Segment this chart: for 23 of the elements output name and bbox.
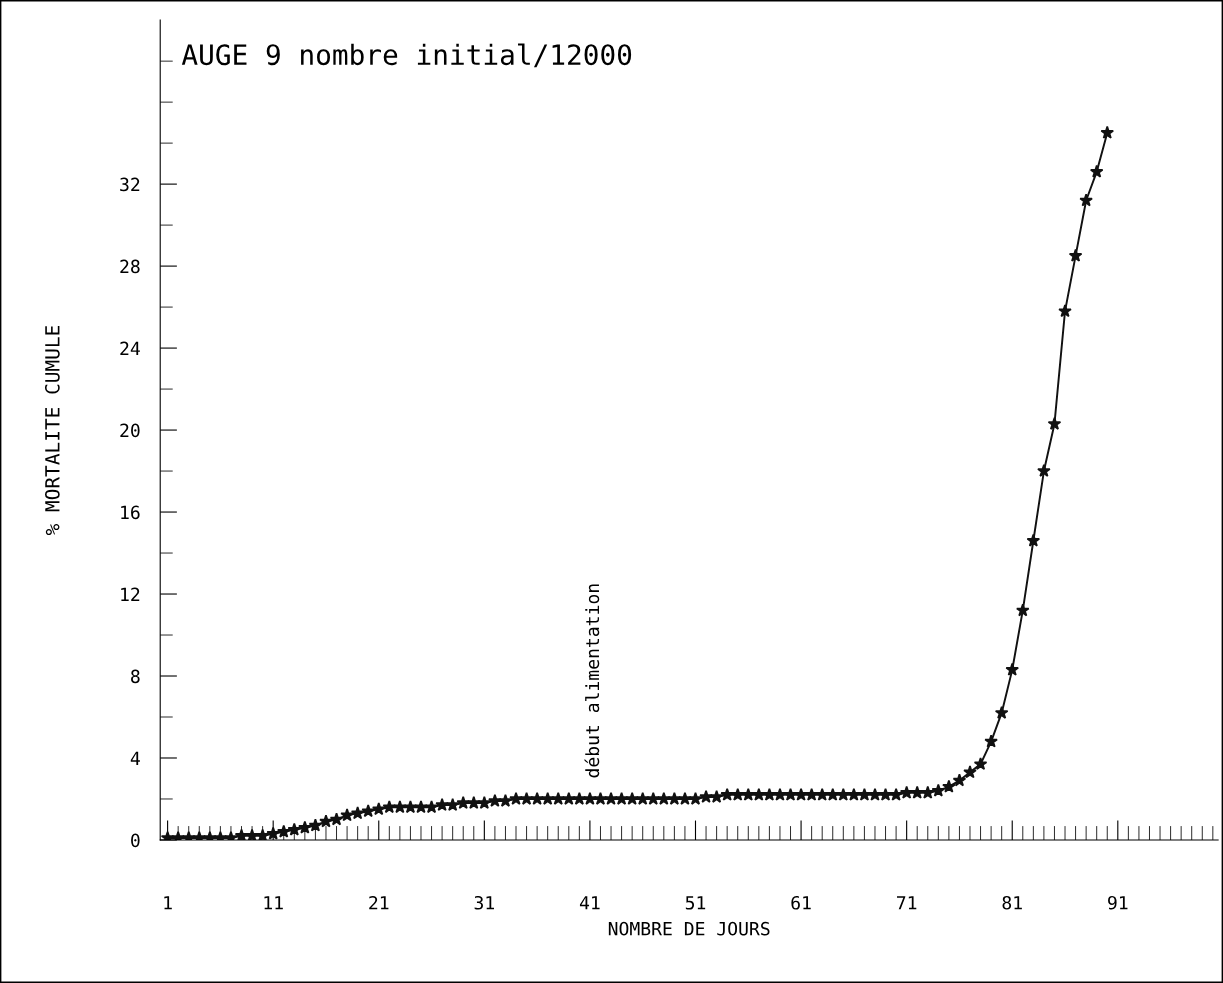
y-tick-label: 16 — [121, 505, 140, 520]
x-tick-label: 81 — [1002, 895, 1022, 910]
y-tick-label: 32 — [120, 177, 140, 192]
x-tick-label: 71 — [897, 896, 917, 910]
y-tick-label: 20 — [120, 423, 140, 438]
y-tick-label: 28 — [120, 259, 140, 274]
x-axis-title: NOMBRE DE JOURS — [608, 921, 770, 936]
x-tick-label: 21 — [369, 895, 389, 910]
x-tick-label: 11 — [264, 896, 283, 910]
text: AUGE 9 nombre initial/12000 — [181, 43, 632, 68]
x-tick-label: 51 — [685, 896, 706, 910]
x-tick-label: 31 — [474, 895, 494, 910]
y-tick-label: 8 — [131, 669, 140, 684]
y-axis-title: % MORTALITE CUMULE — [45, 325, 60, 536]
x-tick-label: 61 — [791, 895, 811, 910]
y-tick-label: 0 — [131, 833, 140, 848]
annotation: début alimentation — [584, 584, 600, 778]
x-tick-label: 41 — [579, 896, 600, 910]
x-tick-label: 91 — [1108, 895, 1128, 910]
x-tick-label: 1 — [164, 896, 172, 910]
y-tick-label: 24 — [120, 341, 140, 355]
y-tick-label: 12 — [121, 587, 140, 601]
y-tick-label: 4 — [130, 751, 140, 765]
